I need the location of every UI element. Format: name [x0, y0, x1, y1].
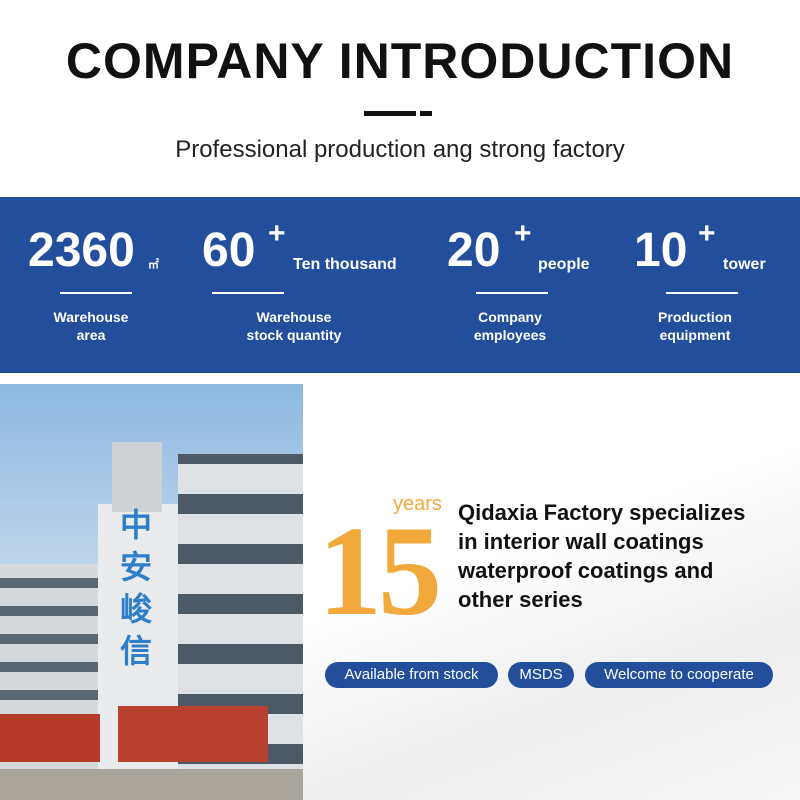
stat-plus: + — [268, 217, 286, 250]
stat-unit: tower — [723, 256, 766, 273]
stat-divider — [60, 292, 132, 294]
stat-number: 10 — [634, 224, 688, 277]
stats-band: 2360 ㎡ Warehouse area 60 + Ten thousand W… — [0, 197, 800, 373]
factory-photo: 中安峻信 — [0, 384, 303, 800]
page-subtitle: Professional production ang strong facto… — [175, 136, 625, 163]
stat-divider — [666, 292, 738, 294]
intro-panel — [303, 384, 800, 800]
stat-label: Warehouse area — [53, 309, 129, 343]
divider — [420, 111, 432, 116]
stat-unit: Ten thousand — [293, 256, 397, 273]
stat-plus: + — [698, 217, 716, 250]
years-number: 15 — [318, 500, 442, 642]
tag-welcome-to-cooperate: Welcome to cooperate — [585, 662, 773, 688]
stat-number: 2360 — [28, 224, 135, 277]
intro-description: Qidaxia Factory specializes in interior w… — [458, 500, 746, 612]
stat-label: Production equipment — [658, 309, 732, 343]
stat-label: Warehouse stock quantity — [246, 309, 342, 343]
tag-msds: MSDS — [508, 662, 574, 688]
tag-available-from-stock: Available from stock — [325, 662, 498, 688]
stat-number: 20 — [447, 224, 501, 277]
stat-unit: ㎡ — [148, 259, 159, 271]
building-sign: 中安峻信 — [119, 506, 152, 670]
years-label: years — [393, 493, 442, 515]
stat-divider — [476, 292, 548, 294]
stat-divider — [212, 292, 284, 294]
stat-plus: + — [514, 217, 532, 250]
divider — [364, 111, 416, 116]
stat-label: Company employees — [473, 309, 547, 343]
stat-number: 60 — [202, 224, 256, 277]
stat-unit: people — [538, 256, 590, 273]
page-title: COMPANY INTRODUCTION — [65, 33, 735, 89]
